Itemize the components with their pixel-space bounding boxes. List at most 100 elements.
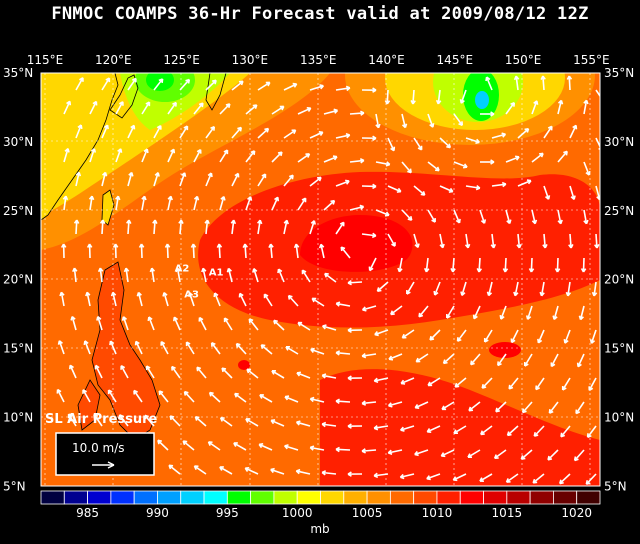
- wind-arrow: [60, 243, 67, 259]
- wind-arrow: [456, 329, 467, 342]
- wind-arrow: [513, 281, 519, 297]
- wind-arrow: [441, 401, 455, 411]
- wind-arrow: [568, 233, 574, 249]
- lat-label-left: 35°N: [3, 66, 33, 80]
- wind-arrow: [399, 473, 415, 480]
- wind-arrow: [257, 173, 267, 187]
- wind-arrow: [565, 281, 572, 297]
- wind-arrow: [591, 281, 598, 297]
- wind-arrow: [426, 425, 441, 434]
- wind-arrow: [510, 329, 519, 344]
- wind-arrow: [517, 179, 532, 187]
- wind-arrow: [505, 209, 512, 225]
- wind-arrow: [260, 344, 273, 355]
- wind-arrow: [400, 425, 415, 432]
- wind-arrow: [271, 105, 285, 115]
- colorbar-swatch: [553, 490, 578, 505]
- wind-arrow: [141, 148, 149, 163]
- wind-arrow: [235, 342, 247, 355]
- wind-arrow: [230, 219, 237, 235]
- wind-arrow: [234, 392, 247, 403]
- legend-panel: SL Air Pressure 10.0 m/s: [45, 412, 158, 476]
- lat-label-right: 35°N: [604, 66, 634, 80]
- wind-arrow: [178, 219, 184, 235]
- wind-arrow: [349, 110, 365, 116]
- wind-arrow: [115, 195, 121, 211]
- wind-arrow: [96, 316, 103, 331]
- wind-arrow: [575, 401, 585, 415]
- wind-arrow: [219, 195, 226, 211]
- wind-arrow: [440, 449, 455, 458]
- wind-arrow: [528, 257, 535, 273]
- wind-arrow: [335, 350, 351, 356]
- wind-arrow: [505, 473, 519, 483]
- wind-arrow: [82, 389, 91, 403]
- wind-arrow: [277, 268, 285, 283]
- wind-arrow: [491, 181, 507, 188]
- wind-arrow: [270, 467, 285, 475]
- wind-arrow: [231, 80, 244, 91]
- wind-arrow: [548, 401, 559, 414]
- wind-arrow: [413, 185, 426, 196]
- wind-arrow: [258, 443, 273, 451]
- wind-arrow: [400, 377, 415, 385]
- wind-arrow: [268, 243, 274, 259]
- wind-arrow: [245, 104, 258, 115]
- wind-arrow: [554, 257, 561, 273]
- wind-arrow: [387, 401, 403, 408]
- wind-arrow: [543, 125, 553, 139]
- wind-arrow: [295, 420, 311, 427]
- wind-arrow: [493, 449, 507, 460]
- wind-arrow: [219, 416, 233, 427]
- wind-arrow: [520, 449, 533, 460]
- wind-arrow: [62, 195, 69, 211]
- wind-arrow: [480, 111, 495, 117]
- wind-arrow: [149, 267, 156, 283]
- wind-arrow: [368, 257, 377, 272]
- wind-arrow: [167, 101, 177, 115]
- colorbar-swatch: [203, 490, 228, 505]
- wind-arrow: [427, 377, 441, 387]
- reference-speed: 10.0 m/s: [72, 441, 125, 455]
- wind-arrow: [569, 124, 578, 139]
- wind-arrow: [75, 124, 83, 139]
- wind-arrow: [213, 292, 221, 307]
- wind-arrow: [283, 129, 297, 139]
- wind-arrow: [588, 377, 597, 391]
- wind-arrow: [297, 197, 307, 211]
- wind-arrow: [542, 233, 548, 249]
- wind-arrow: [85, 291, 91, 307]
- colorbar-swatch: [576, 490, 601, 505]
- wind-arrow: [583, 99, 589, 115]
- wind-arrow: [453, 161, 468, 169]
- wind-arrow: [219, 466, 233, 475]
- wind-arrow: [244, 466, 259, 475]
- colorbar-swatch: [389, 490, 415, 505]
- wind-arrow: [532, 473, 545, 484]
- wind-arrow: [167, 148, 176, 163]
- wind-arrow: [271, 370, 285, 379]
- wind-arrow: [361, 183, 377, 190]
- wind-arrow: [543, 185, 551, 200]
- wind-arrow: [523, 353, 533, 367]
- colorbar-swatch: [296, 490, 321, 505]
- wind-arrow: [196, 366, 207, 379]
- wind-arrow: [287, 294, 299, 307]
- wind-arrow: [361, 400, 377, 406]
- wind-arrow: [118, 414, 129, 427]
- colorbar-label: 1015: [492, 506, 523, 520]
- colorbar-swatch: [459, 490, 484, 505]
- wind-arrow: [89, 148, 97, 163]
- wind-arrow: [323, 199, 336, 211]
- wind-arrow: [388, 353, 403, 361]
- wind-arrow: [453, 113, 464, 127]
- wind-arrow: [194, 415, 207, 427]
- wind-arrow: [318, 243, 325, 259]
- wind-arrow: [238, 292, 247, 307]
- wind-arrow: [387, 137, 396, 152]
- wind-arrow: [505, 155, 520, 163]
- colorbar-label: 1010: [422, 506, 453, 520]
- wind-arrow: [233, 442, 247, 451]
- wind-arrow: [141, 195, 147, 211]
